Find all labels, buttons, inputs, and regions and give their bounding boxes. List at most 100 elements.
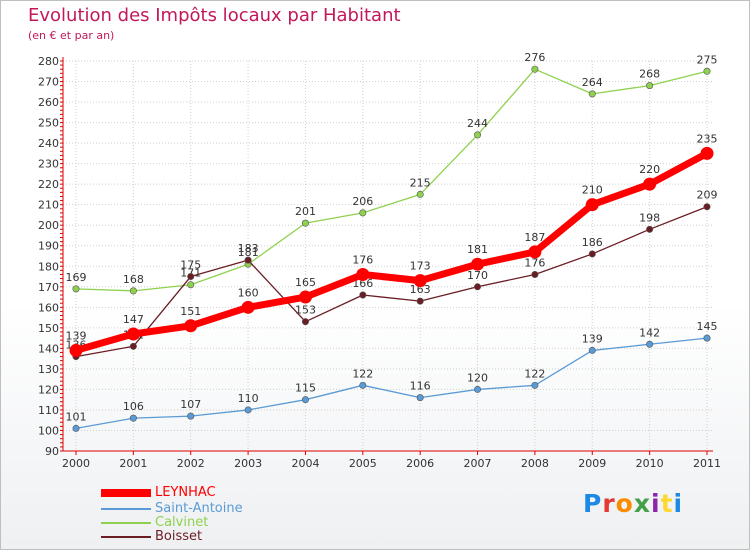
data-label-leynhac: 139: [66, 329, 87, 342]
y-tick-label: 230: [38, 158, 59, 171]
data-label-boisset: 186: [582, 236, 603, 249]
series-line-leynhac: [72, 149, 711, 354]
data-point-leynhac: [356, 267, 370, 281]
series-saint-antoine: 101 106 107 110 115 122 116 120 122 139 142 145: [66, 320, 718, 432]
y-tick-label: 100: [38, 424, 59, 437]
x-tick-label: 2001: [119, 457, 147, 470]
data-point-boisset: [187, 273, 195, 281]
data-label-leynhac: 210: [582, 184, 603, 197]
data-point-boisset: [646, 225, 654, 233]
data-point-calvinet: [359, 209, 367, 217]
series-line-boisset: [75, 206, 708, 358]
data-point-calvinet: [187, 281, 195, 289]
y-tick-label: 120: [38, 383, 59, 396]
x-tick-label: 2000: [62, 457, 90, 470]
data-point-saint-antoine: [531, 381, 539, 389]
data-point-boisset: [416, 297, 424, 305]
x-tick-label: 2004: [291, 457, 319, 470]
y-tick-label: 180: [38, 260, 59, 273]
data-point-saint-antoine: [416, 394, 424, 402]
data-point-saint-antoine: [588, 346, 596, 354]
data-label-saint-antoine: 120: [467, 371, 488, 384]
y-tick-label: 160: [38, 301, 59, 314]
data-point-leynhac: [413, 274, 427, 288]
data-point-saint-antoine: [474, 385, 482, 393]
data-point-leynhac: [585, 198, 599, 212]
logo-letter: i: [651, 489, 661, 518]
data-label-boisset: 176: [524, 256, 545, 269]
data-point-leynhac: [528, 245, 542, 259]
data-label-leynhac: 160: [238, 286, 259, 299]
data-point-calvinet: [301, 219, 309, 227]
series-leynhac: 139 147 151 160 165 176 173 181 187 210 220 235: [66, 132, 718, 357]
legend-item-boisset: Boisset: [101, 530, 202, 544]
series-line-calvinet: [75, 68, 708, 292]
data-point-calvinet: [588, 90, 596, 98]
x-tick-label: 2003: [234, 457, 262, 470]
series-calvinet: 169168171181201206215244276264268275: [66, 51, 718, 295]
data-point-leynhac: [700, 146, 714, 160]
data-label-calvinet: 215: [410, 176, 431, 189]
y-tick-label: 170: [38, 281, 59, 294]
data-label-boisset: 175: [180, 259, 201, 272]
y-tick-label: 190: [38, 240, 59, 253]
y-tick-label: 150: [38, 322, 59, 335]
data-point-calvinet: [474, 131, 482, 139]
legend-swatch-calvinet: [101, 522, 151, 524]
data-label-calvinet: 276: [524, 51, 545, 64]
data-point-saint-antoine: [359, 381, 367, 389]
legend-item-leynhac: LEYNHAC: [101, 486, 216, 500]
x-tick-label: 2007: [464, 457, 492, 470]
data-label-boisset: 209: [697, 189, 718, 202]
data-point-leynhac: [184, 319, 198, 333]
data-label-leynhac: 165: [295, 276, 316, 289]
data-point-calvinet: [703, 67, 711, 75]
data-point-boisset: [301, 318, 309, 326]
data-label-leynhac: 181: [467, 243, 488, 256]
data-label-leynhac: 220: [639, 163, 660, 176]
data-point-leynhac: [643, 177, 657, 191]
data-point-calvinet: [531, 65, 539, 73]
series-line-saint-antoine: [75, 337, 708, 430]
data-point-leynhac: [69, 343, 83, 357]
data-label-calvinet: 206: [352, 195, 373, 208]
legend-label-boisset: Boisset: [155, 529, 203, 544]
x-tick-label: 2010: [636, 457, 664, 470]
data-point-calvinet: [129, 287, 137, 295]
legend-swatch-boisset: [101, 536, 151, 538]
data-point-leynhac: [298, 290, 312, 304]
x-tick-label: 2011: [693, 457, 721, 470]
data-label-boisset: 163: [410, 283, 431, 296]
y-tick-label: 110: [38, 404, 59, 417]
y-tick-label: 140: [38, 342, 59, 355]
data-point-saint-antoine: [301, 396, 309, 404]
data-point-saint-antoine: [187, 412, 195, 420]
data-label-boisset: 198: [639, 211, 660, 224]
x-tick-label: 2002: [177, 457, 205, 470]
logo-letter: i: [673, 489, 684, 518]
data-label-saint-antoine: 110: [238, 392, 259, 405]
data-point-boisset: [474, 283, 482, 291]
data-label-saint-antoine: 106: [123, 400, 144, 413]
data-point-saint-antoine: [703, 334, 711, 342]
logo-letter: x: [633, 489, 651, 518]
y-tick-label: 90: [45, 445, 59, 458]
legend-label-leynhac: LEYNHAC: [155, 485, 216, 500]
data-label-calvinet: 244: [467, 117, 488, 130]
data-point-boisset: [531, 270, 539, 278]
data-label-calvinet: 169: [66, 271, 87, 284]
legend-item-calvinet: Calvinet: [101, 516, 208, 530]
data-label-saint-antoine: 122: [352, 367, 373, 380]
y-tick-label: 200: [38, 219, 59, 232]
y-tick-label: 250: [38, 117, 59, 130]
chart-subtitle: (en € et par an): [28, 29, 115, 42]
logo-letter: o: [615, 489, 634, 518]
y-tick-label: 280: [38, 55, 59, 68]
data-label-calvinet: 264: [582, 76, 603, 89]
data-label-leynhac: 176: [352, 253, 373, 266]
data-point-boisset: [244, 256, 252, 264]
x-tick-label: 2005: [349, 457, 377, 470]
legend-swatch-saint-antoine: [101, 508, 151, 510]
